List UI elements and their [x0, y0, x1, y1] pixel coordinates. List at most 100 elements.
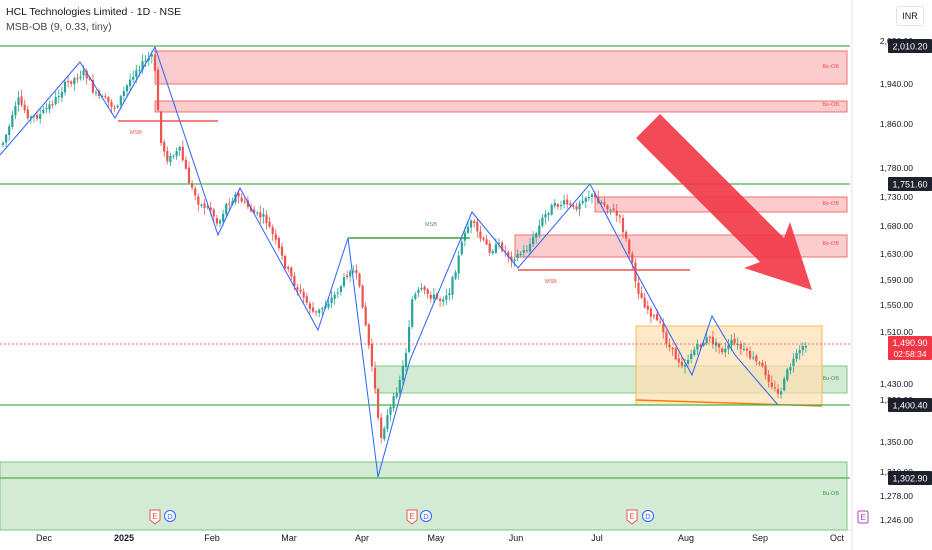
candle-body [318, 309, 321, 314]
candle-body [745, 348, 749, 351]
candle-body [215, 218, 218, 224]
order-block-label: Bu-OB [822, 491, 839, 497]
candle-body [652, 315, 656, 317]
candle-body [755, 355, 758, 362]
candle-body [277, 238, 280, 248]
candle-body [804, 345, 807, 348]
key-level-tag [888, 39, 932, 53]
candle-body [194, 188, 197, 196]
candle-body [792, 358, 795, 367]
candle-body [39, 114, 42, 119]
dividend-marker[interactable]: D [420, 510, 432, 522]
bearish-order-block [154, 50, 848, 85]
earnings-marker[interactable]: E [149, 509, 161, 525]
candle-body [488, 243, 491, 253]
candle-body [649, 308, 652, 317]
candle-body [739, 343, 742, 349]
earnings-icon [406, 509, 418, 525]
candle-body [122, 91, 125, 97]
earnings-marker[interactable]: E [626, 509, 638, 525]
candle-body [618, 215, 621, 217]
candle-body [550, 205, 553, 215]
candle-body [308, 303, 311, 309]
earnings-marker[interactable]: E [406, 509, 418, 525]
candle-body [423, 286, 426, 290]
candle-body [677, 358, 680, 363]
candle-body [578, 203, 581, 210]
price-axis-tick: 1,390.00 [880, 395, 913, 405]
candle-body [786, 369, 789, 380]
price-axis-tick: 1,590.00 [880, 275, 913, 285]
candle-body [699, 345, 702, 347]
time-axis-tick: Apr [355, 533, 369, 543]
key-level-label: 1,751.60 [892, 180, 927, 190]
candle-body [361, 285, 364, 308]
candle-body [280, 246, 284, 256]
candle-body [705, 337, 708, 344]
candle-body [680, 361, 683, 366]
candle-body [532, 237, 535, 245]
candle-body [125, 85, 129, 92]
time-axis-tick: Dec [36, 533, 53, 543]
candle-body [572, 205, 575, 207]
candle-body [612, 208, 615, 211]
candle-body [132, 76, 135, 80]
msb-label: MSB [130, 130, 142, 136]
candle-body [268, 221, 271, 227]
candle-body [54, 97, 57, 105]
candle-body [94, 92, 98, 94]
candle-body [590, 194, 594, 198]
candle-body [296, 287, 299, 290]
candle-body [479, 231, 482, 239]
candle-body [305, 296, 308, 303]
candle-body [1, 142, 5, 145]
candle-body [730, 339, 733, 346]
candle-body [82, 70, 85, 76]
time-axis-tick: 2025 [114, 533, 134, 543]
candle-body [401, 366, 404, 381]
candle-body [432, 294, 435, 299]
candle-body [240, 197, 243, 202]
candle-body [101, 96, 104, 98]
time-axis-tick: Jun [509, 533, 524, 543]
candle-body [556, 204, 559, 207]
candle-body [463, 232, 466, 241]
candle-body [91, 79, 94, 93]
candle-body [160, 111, 163, 143]
candle-body [370, 343, 373, 367]
candle-body [60, 92, 63, 98]
candle-body [200, 204, 203, 206]
candle-body [764, 365, 767, 376]
candle-body [525, 250, 528, 252]
candle-body [70, 81, 73, 84]
dividend-letter: D [423, 512, 429, 521]
candle-body [302, 292, 305, 298]
candle-body [687, 360, 690, 364]
order-block-label: Be-OB [822, 64, 839, 70]
candle-body [485, 239, 488, 245]
candle-body [8, 126, 11, 136]
candle-body [426, 289, 429, 294]
currency-badge[interactable]: INR [896, 6, 924, 26]
candle-body [259, 212, 262, 218]
candle-body [79, 76, 82, 79]
candle-body [175, 151, 178, 156]
candle-body [104, 96, 107, 98]
candle-body [339, 286, 342, 293]
candle-body [327, 303, 330, 308]
candle-body [671, 347, 674, 350]
candle-body [76, 77, 79, 80]
dividend-marker[interactable]: D [642, 510, 654, 522]
dividend-marker[interactable]: D [164, 510, 176, 522]
earnings-icon [149, 509, 161, 525]
indicator-label[interactable]: MSB-OB (9, 0.33, tiny) [6, 21, 112, 33]
candle-body [181, 146, 184, 161]
candle-body [274, 234, 277, 240]
candle-body [380, 417, 383, 438]
candle-body [178, 146, 181, 151]
candle-body [367, 324, 370, 346]
candle-body [293, 275, 296, 287]
candle-body [352, 271, 355, 273]
candle-body [417, 289, 420, 294]
